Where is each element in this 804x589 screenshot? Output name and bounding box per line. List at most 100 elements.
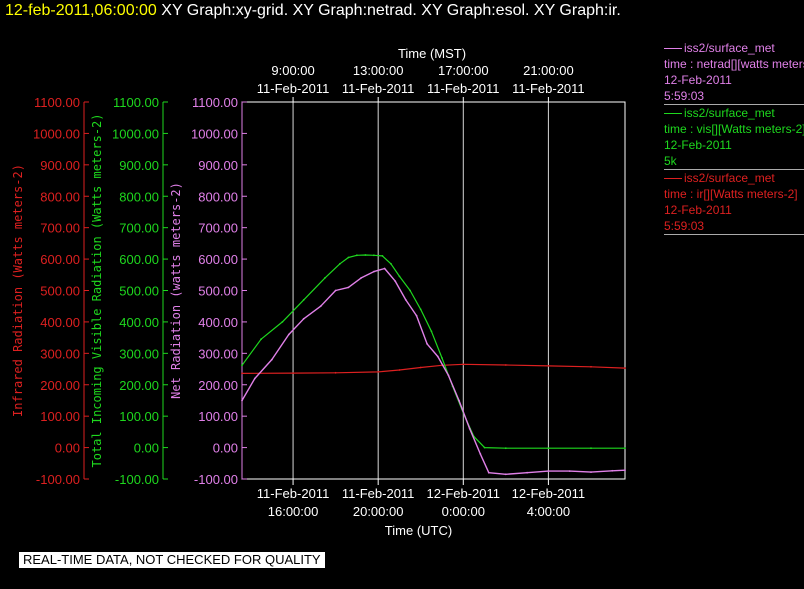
series-point-vis bbox=[364, 254, 367, 256]
x-tick-top-time: 13:00:00 bbox=[353, 63, 404, 78]
series-point-net bbox=[590, 471, 592, 473]
series-point-vis bbox=[590, 447, 592, 450]
series-point-vis bbox=[241, 364, 243, 367]
series-point-net bbox=[302, 317, 305, 320]
series-point-vis bbox=[324, 277, 326, 279]
series-point-net bbox=[526, 471, 528, 474]
series-point-ir bbox=[241, 372, 243, 375]
series-point-net bbox=[547, 470, 550, 472]
legend-dash bbox=[664, 113, 682, 115]
x-tick-top-date: 11-Feb-2011 bbox=[257, 81, 330, 96]
y-tick-label-net: 0.00 bbox=[213, 441, 238, 456]
series-point-ir bbox=[504, 364, 507, 366]
series-point-vis bbox=[483, 446, 486, 449]
x-tick-top-date: 11-Feb-2011 bbox=[512, 81, 585, 96]
legend-entry-vis[interactable]: iss2/surface_met time : vis[][Watts mete… bbox=[664, 105, 804, 170]
y-tick-label-net: 200.00 bbox=[198, 378, 238, 393]
series-point-vis bbox=[390, 262, 392, 265]
y-tick-label-ir: 600.00 bbox=[40, 252, 80, 267]
series-point-net bbox=[373, 270, 375, 273]
y-tick-label-net: -100.00 bbox=[194, 472, 238, 487]
x-tick-label-date: 12-Feb-2011 bbox=[427, 486, 500, 501]
legend-source-text: iss2/surface_met bbox=[684, 106, 775, 120]
series-point-net bbox=[415, 314, 418, 317]
legend-extra: 5:59:03 bbox=[664, 219, 705, 233]
series-point-ir bbox=[462, 363, 465, 366]
series-point-ir bbox=[419, 366, 422, 369]
legend-var: time : ir[][Watts meters-2] bbox=[664, 187, 798, 201]
y-tick-label-ir: 400.00 bbox=[40, 315, 80, 330]
legend-entry-ir[interactable]: iss2/surface_met time : ir[][Watts meter… bbox=[664, 170, 804, 235]
x-tick-label-time: 16:00:00 bbox=[268, 504, 319, 519]
legend-source: iss2/surface_met bbox=[664, 105, 804, 121]
y-tick-label-net: 300.00 bbox=[198, 346, 238, 361]
legend-dash bbox=[664, 178, 682, 180]
y-tick-label-ir: 700.00 bbox=[40, 221, 80, 236]
series-point-net bbox=[334, 289, 337, 292]
series-point-vis bbox=[430, 330, 433, 333]
x-axis-label-mst: Time (MST) bbox=[398, 46, 466, 61]
y-tick-label-ir: 300.00 bbox=[40, 346, 80, 361]
x-tick-top-time: 17:00:00 bbox=[438, 63, 489, 78]
series-point-vis bbox=[381, 255, 384, 257]
series-point-vis bbox=[504, 447, 507, 450]
y-tick-label-ir: 1100.00 bbox=[34, 95, 80, 110]
y-tick-label-vis: 900.00 bbox=[119, 158, 159, 173]
series-point-net bbox=[253, 377, 256, 380]
series-point-net bbox=[360, 277, 363, 279]
y-tick-label-ir: 800.00 bbox=[40, 189, 80, 204]
series-point-vis bbox=[373, 254, 375, 257]
legend-date: 12-Feb-2011 bbox=[664, 138, 732, 152]
plot-frame bbox=[241, 101, 626, 480]
x-tick-label-time: 20:00:00 bbox=[353, 504, 404, 519]
y-tick-label-net: 1000.00 bbox=[191, 126, 238, 141]
legend-extra: 5k bbox=[664, 154, 677, 168]
x-tick-label-date: 11-Feb-2011 bbox=[342, 486, 415, 501]
series-point-vis bbox=[441, 357, 443, 359]
x-tick-label-time: 0:00:00 bbox=[442, 504, 485, 519]
series-line-ir bbox=[241, 363, 626, 374]
legend: iss2/surface_met time : netrad[][watts m… bbox=[664, 40, 804, 235]
series-point-net bbox=[241, 399, 243, 402]
series-point-ir bbox=[590, 365, 592, 368]
y-tick-label-net: 600.00 bbox=[198, 252, 238, 267]
series-point-vis bbox=[281, 321, 284, 323]
legend-dash bbox=[664, 48, 682, 50]
y-tick-label-vis: 200.00 bbox=[119, 378, 159, 393]
series-point-net bbox=[436, 355, 439, 358]
series-point-vis bbox=[260, 338, 262, 341]
y-tick-label-net: 1100.00 bbox=[192, 95, 238, 110]
y-tick-label-net: 900.00 bbox=[198, 158, 238, 173]
legend-source-text: iss2/surface_met bbox=[684, 41, 775, 55]
series-point-net bbox=[458, 399, 460, 402]
series-point-net bbox=[404, 299, 407, 301]
series-point-net bbox=[270, 358, 273, 361]
series-point-vis bbox=[356, 254, 358, 257]
series-point-net bbox=[479, 453, 482, 455]
y-tick-label-ir: 200.00 bbox=[40, 378, 80, 393]
x-axis-label-utc: Time (UTC) bbox=[385, 523, 452, 538]
series-point-vis bbox=[339, 262, 341, 265]
series-point-vis bbox=[302, 299, 305, 301]
legend-source: iss2/surface_met bbox=[664, 170, 804, 186]
y-tick-label-ir: 500.00 bbox=[40, 284, 80, 299]
series-point-net bbox=[624, 469, 626, 472]
legend-date: 12-Feb-2011 bbox=[664, 203, 732, 217]
y-tick-label-ir: 1000.00 bbox=[33, 126, 80, 141]
series-point-net bbox=[394, 280, 397, 282]
series-point-net bbox=[487, 471, 490, 474]
y-tick-label-vis: 300.00 bbox=[119, 346, 159, 361]
series-point-vis bbox=[347, 256, 350, 259]
y-tick-label-net: 800.00 bbox=[198, 189, 238, 204]
series-point-net bbox=[347, 286, 350, 289]
legend-var: time : vis[][Watts meters-2] bbox=[664, 122, 804, 136]
y-tick-label-vis: 400.00 bbox=[119, 315, 159, 330]
y-axis-title-net: Net Radiation (watts meters-2) bbox=[169, 182, 183, 399]
x-tick-top-date: 11-Feb-2011 bbox=[427, 81, 500, 96]
legend-entry-netrad[interactable]: iss2/surface_met time : netrad[][watts m… bbox=[664, 40, 804, 105]
series-point-net bbox=[447, 374, 450, 377]
x-tick-top-time: 21:00:00 bbox=[523, 63, 574, 78]
x-tick-label-date: 11-Feb-2011 bbox=[257, 486, 330, 501]
legend-extra: 5:59:03 bbox=[664, 89, 705, 103]
